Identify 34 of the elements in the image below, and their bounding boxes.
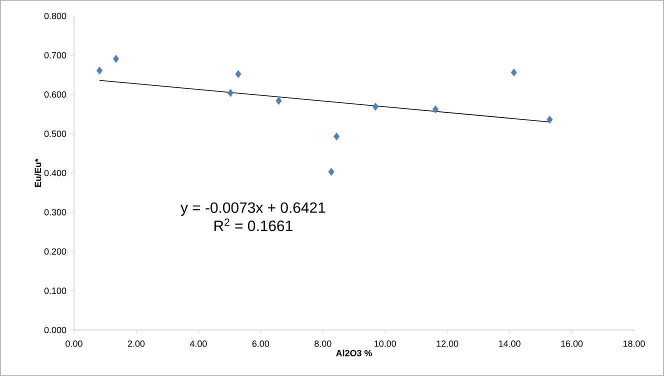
annotation: R$^{2}$ = 0.1661 — [214, 218, 292, 232]
y-tick-label: 0.800 — [44, 12, 66, 20]
point — [328, 168, 334, 176]
y-tick-label: 0.700 — [44, 52, 66, 58]
y-axis-title: Eu/Eu* — [34, 158, 42, 187]
x-tick-label: 6.00 — [252, 340, 270, 347]
x-tick-label: 0.00 — [66, 340, 82, 347]
x-tick-label: 18.00 — [623, 340, 645, 347]
point — [510, 68, 517, 77]
y-tick-label: 0.400 — [44, 170, 66, 176]
y-tick-label: 0.500 — [44, 130, 66, 137]
point — [334, 132, 340, 140]
y-tick-label: 0.600 — [44, 91, 66, 98]
point — [276, 96, 282, 105]
y-tick-label: 0.200 — [44, 248, 66, 255]
x-tick-label: 14.00 — [499, 340, 520, 347]
x-tick-label: 10.00 — [374, 340, 396, 347]
y-tick-label: 0.100 — [44, 288, 66, 294]
point — [235, 70, 242, 78]
annotation: y = -0.0073x + 0.6421 — [180, 202, 326, 216]
point — [546, 116, 553, 124]
x-tick-label: 8.00 — [314, 340, 332, 347]
x-tick-label: 12.00 — [436, 340, 458, 347]
point — [432, 105, 439, 114]
x-tick-label: 16.00 — [561, 340, 583, 347]
point — [372, 102, 379, 111]
point — [112, 54, 120, 63]
x-tick-label: 2.00 — [128, 340, 145, 347]
x-tick-label: 4.00 — [190, 340, 207, 347]
point — [227, 88, 234, 97]
point — [96, 66, 103, 75]
x-axis-title: Al2O3 % — [336, 350, 372, 356]
y-tick-label: 0.000 — [44, 326, 66, 334]
y-tick-label: 0.300 — [44, 209, 66, 216]
